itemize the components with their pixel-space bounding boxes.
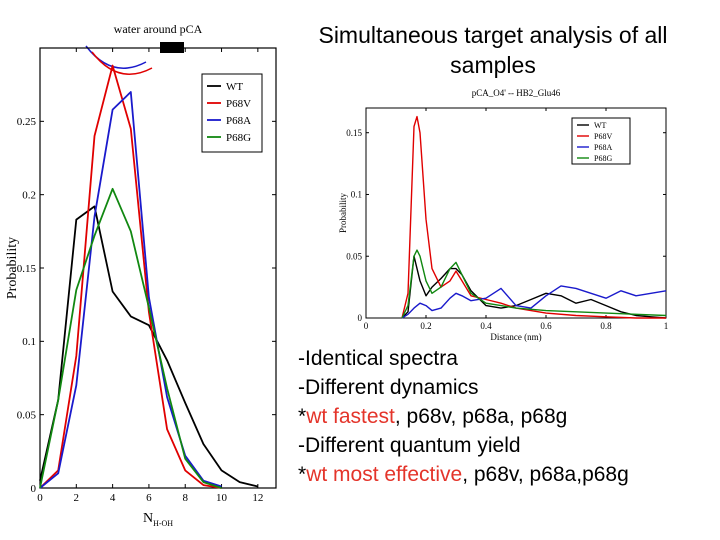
bullet-item: -Different dynamics bbox=[298, 376, 479, 399]
frame-curve bbox=[85, 45, 147, 69]
bullet-item: -Different quantum yield bbox=[298, 434, 521, 457]
chart-title: water around pCA bbox=[114, 22, 203, 36]
series-line-p68a bbox=[39, 91, 222, 489]
water-around-pca-chart: 0 2 4 6 8 10 12 0 0.05 0.1 0.15 0.2 0.25 water around… bbox=[5, 22, 277, 528]
y-axis-label: Probability bbox=[5, 237, 20, 299]
bullet-list: -Identical spectra -Different dynamics *… bbox=[298, 344, 629, 489]
x-tick-label: 10 bbox=[216, 492, 228, 504]
x-axis-label-subscript: H-OH bbox=[153, 519, 173, 528]
slide-title: Simultaneous target analysis of all samp… bbox=[288, 20, 698, 80]
legend-label-p68v: P68V bbox=[226, 98, 251, 110]
series-line-p68g bbox=[39, 187, 222, 489]
y-tick-label: 0.1 bbox=[22, 336, 36, 348]
y-tick-label: 0.2 bbox=[22, 190, 36, 202]
y-tick-label: 0.25 bbox=[17, 116, 37, 128]
legend-label-p68v: P68V bbox=[594, 132, 612, 141]
bullet-item: *wt fastest, p68v, p68a, p68g bbox=[298, 405, 568, 428]
bullet-item: *wt most effective, p68v, p68a,p68g bbox=[298, 463, 629, 486]
x-tick-label: 0.4 bbox=[480, 321, 492, 331]
bullet-item: -Identical spectra bbox=[298, 347, 458, 370]
y-tick-label: 0 bbox=[358, 313, 363, 323]
legend-box bbox=[201, 73, 263, 153]
legend-label-p68a: P68A bbox=[226, 115, 251, 127]
x-tick-label: 0.2 bbox=[420, 321, 431, 331]
x-tick-label: 0 bbox=[37, 492, 43, 504]
y-tick-label: 0.15 bbox=[17, 263, 37, 275]
y-tick-label: 0.1 bbox=[351, 190, 362, 200]
chart-title: pCA_O4' -- HB2_Glu46 bbox=[472, 88, 561, 98]
frame-curve bbox=[91, 51, 153, 75]
x-tick-label: 4 bbox=[110, 492, 116, 504]
x-tick-label: 0.6 bbox=[540, 321, 552, 331]
slide-title-line-2: samples bbox=[450, 52, 536, 78]
series-line-wt bbox=[39, 205, 259, 488]
y-axis-label: Probability bbox=[338, 193, 348, 233]
x-tick-label: 6 bbox=[146, 492, 152, 504]
y-tick-label: 0 bbox=[31, 483, 37, 495]
series-line-p68g bbox=[401, 249, 667, 319]
legend-label-p68g: P68G bbox=[594, 154, 612, 163]
legend-label-wt: WT bbox=[226, 81, 243, 93]
legend-label-p68g: P68G bbox=[226, 132, 251, 144]
slide-title-line-1: Simultaneous target analysis of all bbox=[318, 22, 668, 48]
x-tick-label: 12 bbox=[252, 492, 263, 504]
highlight-text: wt fastest bbox=[306, 405, 395, 428]
x-tick-label: 0 bbox=[364, 321, 369, 331]
x-axis-label: Distance (nm) bbox=[490, 332, 541, 342]
legend-label-p68a: P68A bbox=[594, 143, 612, 152]
pca-glu46-distance-chart: 0 0.2 0.4 0.6 0.8 1 0 0.05 0.1 0.15 pCA_O4' -- HB2… bbox=[338, 88, 669, 342]
x-axis-label: NH-OH bbox=[143, 511, 173, 528]
y-tick-label: 0.05 bbox=[346, 251, 362, 261]
x-tick-label: 2 bbox=[74, 492, 80, 504]
highlight-text: wt most effective bbox=[306, 463, 463, 486]
series-line-p68v bbox=[39, 64, 222, 489]
series-line-p68a bbox=[401, 285, 667, 319]
x-tick-label: 0.8 bbox=[600, 321, 612, 331]
legend-label-wt: WT bbox=[594, 121, 607, 130]
y-tick-label: 0.05 bbox=[17, 410, 37, 422]
series-line-wt bbox=[401, 255, 667, 319]
series-line-p68v bbox=[401, 115, 666, 319]
x-tick-label: 1 bbox=[664, 321, 669, 331]
y-tick-label: 0.15 bbox=[346, 128, 362, 138]
plot-frame bbox=[365, 107, 667, 319]
x-tick-label: 8 bbox=[182, 492, 188, 504]
